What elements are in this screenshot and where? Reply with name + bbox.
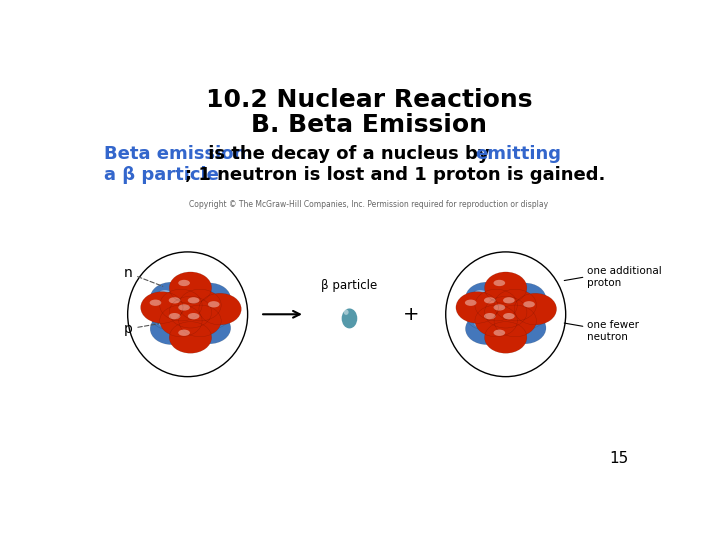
Ellipse shape	[150, 300, 161, 306]
Circle shape	[189, 312, 230, 344]
Circle shape	[169, 279, 212, 310]
Ellipse shape	[446, 252, 566, 377]
Text: 15: 15	[609, 451, 629, 466]
Text: ; 1 neutron is lost and 1 proton is gained.: ; 1 neutron is lost and 1 proton is gain…	[185, 166, 606, 184]
Text: n: n	[124, 266, 163, 286]
Ellipse shape	[513, 291, 524, 297]
Circle shape	[160, 305, 202, 337]
Ellipse shape	[159, 290, 171, 296]
Ellipse shape	[197, 291, 209, 297]
Ellipse shape	[523, 301, 535, 307]
Text: Beta emission: Beta emission	[104, 145, 246, 163]
Circle shape	[456, 292, 498, 323]
Circle shape	[150, 299, 192, 330]
Circle shape	[503, 312, 546, 344]
Text: +: +	[402, 305, 419, 324]
Circle shape	[140, 292, 183, 323]
Circle shape	[475, 289, 518, 321]
Circle shape	[150, 282, 192, 314]
Ellipse shape	[168, 297, 181, 303]
Ellipse shape	[188, 297, 199, 303]
Ellipse shape	[493, 305, 505, 310]
Ellipse shape	[484, 313, 495, 319]
Ellipse shape	[513, 320, 524, 326]
Circle shape	[494, 289, 536, 321]
Ellipse shape	[179, 322, 190, 328]
Ellipse shape	[179, 329, 190, 336]
Circle shape	[485, 279, 527, 310]
Text: emitting: emitting	[475, 145, 561, 163]
Text: neutron: neutron	[587, 332, 628, 342]
Circle shape	[485, 296, 527, 328]
Text: one fewer: one fewer	[587, 320, 639, 330]
Text: proton: proton	[587, 278, 621, 288]
Ellipse shape	[168, 313, 181, 319]
Ellipse shape	[513, 306, 524, 312]
Ellipse shape	[493, 329, 505, 336]
Ellipse shape	[474, 307, 486, 313]
Circle shape	[475, 305, 518, 337]
Ellipse shape	[159, 321, 171, 327]
Circle shape	[169, 272, 212, 303]
Circle shape	[465, 282, 508, 314]
Ellipse shape	[484, 297, 495, 303]
Ellipse shape	[179, 287, 190, 293]
Ellipse shape	[159, 307, 171, 313]
Circle shape	[494, 305, 536, 337]
Circle shape	[169, 314, 212, 346]
Ellipse shape	[342, 308, 357, 328]
Ellipse shape	[197, 306, 209, 312]
Ellipse shape	[493, 287, 505, 293]
Text: is the decay of a nucleus by: is the decay of a nucleus by	[202, 145, 495, 163]
Circle shape	[465, 313, 508, 345]
Circle shape	[485, 322, 527, 353]
Circle shape	[514, 293, 557, 325]
Text: Copyright © The McGraw-Hill Companies, Inc. Permission required for reproduction: Copyright © The McGraw-Hill Companies, I…	[189, 200, 549, 208]
Circle shape	[150, 313, 192, 345]
Text: a β particle: a β particle	[104, 166, 219, 184]
Circle shape	[179, 289, 221, 321]
Ellipse shape	[127, 252, 248, 377]
Ellipse shape	[474, 290, 486, 296]
Ellipse shape	[343, 309, 348, 315]
Ellipse shape	[179, 280, 190, 286]
Ellipse shape	[493, 280, 505, 286]
Text: B. Beta Emission: B. Beta Emission	[251, 113, 487, 137]
Circle shape	[160, 289, 202, 321]
Text: one additional: one additional	[587, 266, 662, 275]
Text: β particle: β particle	[321, 279, 377, 292]
Text: p: p	[124, 322, 163, 336]
Ellipse shape	[465, 300, 477, 306]
Text: 10.2 Nuclear Reactions: 10.2 Nuclear Reactions	[206, 88, 532, 112]
Circle shape	[503, 298, 546, 329]
Ellipse shape	[188, 313, 199, 319]
Circle shape	[189, 283, 230, 315]
Ellipse shape	[179, 305, 190, 310]
Circle shape	[465, 299, 508, 330]
Ellipse shape	[503, 313, 515, 319]
Ellipse shape	[208, 301, 220, 307]
Circle shape	[179, 305, 221, 337]
Ellipse shape	[197, 320, 209, 326]
Circle shape	[485, 272, 527, 303]
Circle shape	[169, 322, 212, 353]
Circle shape	[189, 298, 230, 329]
Circle shape	[169, 296, 212, 328]
Circle shape	[503, 283, 546, 315]
Ellipse shape	[503, 297, 515, 303]
Ellipse shape	[474, 321, 486, 327]
Circle shape	[199, 293, 241, 325]
